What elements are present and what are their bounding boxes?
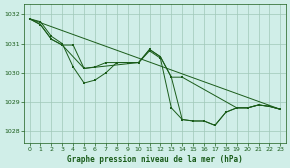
X-axis label: Graphe pression niveau de la mer (hPa): Graphe pression niveau de la mer (hPa) [67,155,243,164]
